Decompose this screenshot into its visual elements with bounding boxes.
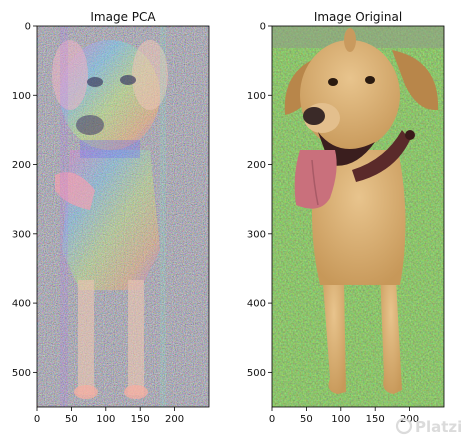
original-x-tick-label: 0 bbox=[269, 414, 275, 425]
background-sky bbox=[272, 26, 444, 48]
pca-x-ticks: 0 50 100 150 200 bbox=[34, 407, 184, 425]
watermark-text: Platzi bbox=[415, 418, 462, 436]
original-x-ticks: 0 50 100 150 200 bbox=[269, 407, 419, 425]
original-y-tick-label: 300 bbox=[247, 229, 266, 240]
pca-dog-ghost bbox=[52, 26, 168, 407]
original-image-panel: Image Original bbox=[247, 10, 445, 425]
original-x-tick-label: 200 bbox=[400, 414, 419, 425]
original-y-tick-label: 400 bbox=[247, 299, 266, 310]
platzi-logo-icon bbox=[395, 417, 413, 435]
original-axes-frame bbox=[271, 25, 445, 408]
original-y-tick-label: 500 bbox=[247, 368, 266, 379]
pca-title: Image PCA bbox=[90, 10, 156, 24]
pca-y-tick-label: 500 bbox=[12, 368, 31, 379]
original-y-tick-label: 100 bbox=[247, 91, 266, 102]
original-y-ticks: 0 100 200 300 400 500 bbox=[247, 22, 272, 379]
pca-y-tick-label: 100 bbox=[12, 91, 31, 102]
original-title: Image Original bbox=[314, 10, 402, 24]
original-x-tick-label: 150 bbox=[366, 414, 385, 425]
original-x-tick-label: 50 bbox=[300, 414, 313, 425]
pca-axes-frame bbox=[36, 25, 210, 408]
pca-y-tick-label: 200 bbox=[12, 160, 31, 171]
pca-y-tick-label: 0 bbox=[25, 22, 31, 33]
original-x-tick-label: 100 bbox=[331, 414, 350, 425]
original-image bbox=[272, 26, 444, 407]
original-y-tick-label: 0 bbox=[260, 22, 266, 33]
pca-image bbox=[37, 26, 209, 407]
pca-x-tick-label: 0 bbox=[34, 414, 40, 425]
original-y-tick-label: 200 bbox=[247, 160, 266, 171]
pca-y-ticks: 0 100 200 300 400 500 bbox=[12, 22, 37, 379]
pca-y-tick-label: 400 bbox=[12, 299, 31, 310]
platzi-watermark: Platzi bbox=[395, 417, 462, 436]
pca-image-panel: Image PCA 0 bbox=[12, 10, 210, 425]
dog bbox=[284, 28, 439, 394]
pca-x-tick-label: 100 bbox=[96, 414, 115, 425]
pca-x-tick-label: 50 bbox=[65, 414, 78, 425]
pca-x-tick-label: 200 bbox=[165, 414, 184, 425]
pca-x-tick-label: 150 bbox=[131, 414, 150, 425]
pca-y-tick-label: 300 bbox=[12, 229, 31, 240]
